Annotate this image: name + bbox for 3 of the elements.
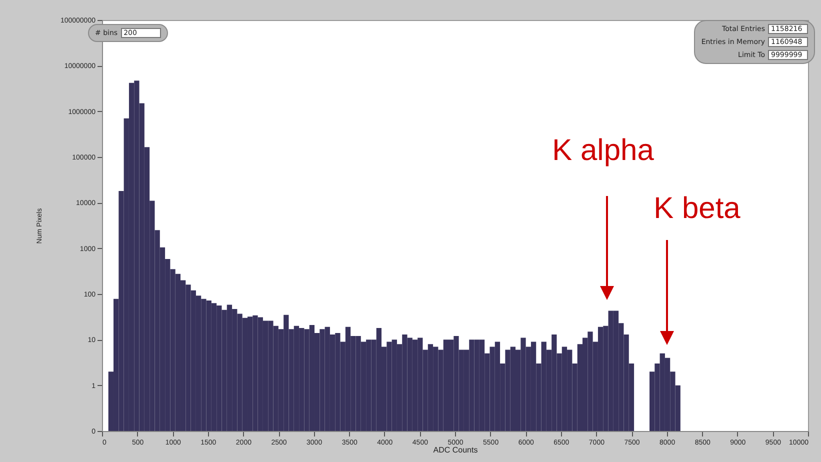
annotation: K alpha [552, 134, 654, 167]
annotation: K beta [654, 192, 740, 225]
x-axis-title: ADC Counts [433, 446, 478, 454]
